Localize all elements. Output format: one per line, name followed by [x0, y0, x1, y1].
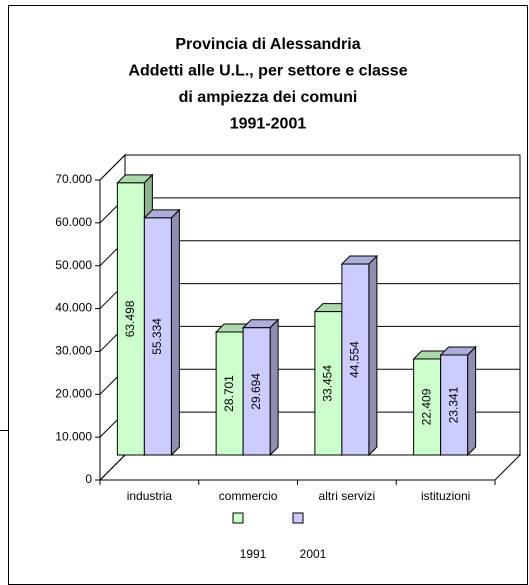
y-tick-label: 60.000 — [55, 215, 92, 229]
bar-side — [269, 318, 279, 457]
bar-front — [440, 354, 469, 456]
y-tick-label: 30.000 — [55, 344, 92, 358]
bar-front — [143, 217, 172, 456]
floor — [98, 454, 522, 481]
bar-front — [341, 263, 370, 456]
legend-swatch — [232, 512, 244, 524]
y-tick-label: 70.000 — [55, 172, 92, 186]
bar-front — [116, 182, 145, 456]
data-label: 22.409 — [419, 388, 433, 425]
bar-side — [368, 254, 378, 457]
y-tick-label: 50.000 — [55, 258, 92, 272]
y-tick-label: 0 — [85, 472, 92, 486]
data-label: 55.334 — [150, 318, 164, 355]
data-label: 28.701 — [222, 375, 236, 412]
bar — [143, 208, 181, 457]
bar — [439, 345, 477, 457]
bar-front — [314, 311, 343, 456]
data-label: 63.498 — [123, 300, 137, 337]
bar-side — [467, 345, 477, 457]
bar — [241, 318, 280, 457]
chart-title: Provincia di Alessandria — [175, 36, 360, 53]
data-label: 29.694 — [249, 373, 263, 410]
chart-title: Addetti alle U.L., per settore e classe — [128, 63, 407, 80]
data-label: 23.341 — [446, 386, 460, 423]
y-tick-label: 20.000 — [55, 386, 92, 400]
x-tick-label: industria — [127, 489, 173, 503]
bar-front — [413, 358, 442, 456]
legend-label: 2001 — [300, 547, 327, 561]
bar-front — [242, 327, 271, 456]
bar-front — [215, 331, 244, 456]
x-tick-label: istituzioni — [421, 489, 470, 503]
chart-title: di ampiezza dei comuni — [179, 89, 358, 106]
grid-line — [99, 154, 520, 181]
y-tick-label: 40.000 — [55, 301, 92, 315]
data-label: 44.554 — [348, 341, 362, 378]
x-tick-label: altri servizi — [319, 489, 376, 503]
bar — [340, 254, 379, 457]
x-tick-label: commercio — [219, 489, 278, 503]
data-label: 33.454 — [321, 365, 335, 402]
y-tick-label: 10.000 — [55, 429, 92, 443]
legend-label: 1991 — [240, 547, 267, 561]
legend-swatch — [292, 512, 304, 524]
chart-title: 1991-2001 — [230, 116, 307, 133]
bar-side — [170, 208, 180, 457]
